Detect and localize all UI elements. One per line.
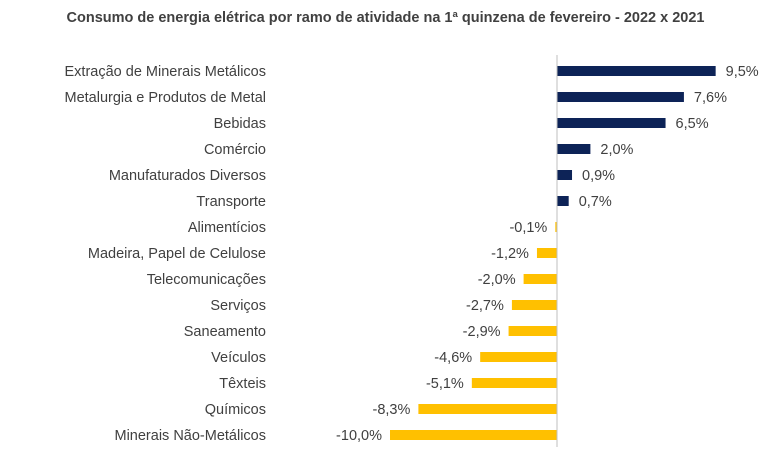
- category-label: Metalurgia e Produtos de Metal: [65, 90, 267, 106]
- value-label: -10,0%: [336, 428, 382, 444]
- category-label: Químicos: [205, 402, 266, 418]
- value-label: 0,7%: [579, 194, 612, 210]
- bar: [508, 326, 557, 336]
- value-label: 9,5%: [726, 64, 759, 80]
- category-label: Extração de Minerais Metálicos: [65, 64, 266, 80]
- category-label: Telecomunicações: [147, 272, 266, 288]
- value-label: -2,0%: [478, 272, 516, 288]
- bar: [557, 92, 684, 102]
- bar: [480, 352, 557, 362]
- category-label: Alimentícios: [188, 220, 266, 236]
- value-label: -8,3%: [372, 402, 410, 418]
- category-label: Madeira, Papel de Celulose: [88, 246, 266, 262]
- category-label: Transporte: [196, 194, 266, 210]
- bar: [536, 248, 557, 258]
- value-label: 7,6%: [694, 90, 727, 106]
- bars-layer: Extração de Minerais Metálicos 9,5% Metalu…: [65, 64, 759, 444]
- value-label: 0,9%: [582, 168, 615, 184]
- category-label: Minerais Não-Metálicos: [115, 428, 267, 444]
- chart-title: Consumo de energia elétrica por ramo de …: [66, 10, 705, 26]
- bar: [418, 404, 557, 414]
- bar: [523, 274, 557, 284]
- category-label: Manufaturados Diversos: [109, 168, 266, 184]
- bar: [555, 222, 557, 232]
- value-label: -2,9%: [463, 324, 501, 340]
- category-label: Comércio: [204, 142, 266, 158]
- category-label: Bebidas: [214, 116, 266, 132]
- value-label: 2,0%: [600, 142, 633, 158]
- bar: [511, 300, 557, 310]
- bar: [471, 378, 557, 388]
- category-label: Têxteis: [219, 376, 266, 392]
- bar: [557, 144, 591, 154]
- value-label: -0,1%: [509, 220, 547, 236]
- bar: [557, 118, 666, 128]
- value-label: -4,6%: [434, 350, 472, 366]
- category-label: Serviços: [210, 298, 266, 314]
- bar: [557, 66, 716, 76]
- bar: [390, 430, 557, 440]
- value-label: -1,2%: [491, 246, 529, 262]
- value-label: -2,7%: [466, 298, 504, 314]
- value-label: -5,1%: [426, 376, 464, 392]
- category-label: Veículos: [211, 350, 266, 366]
- value-label: 6,5%: [676, 116, 709, 132]
- bar: [557, 170, 573, 180]
- category-label: Saneamento: [184, 324, 266, 340]
- bar: [557, 196, 569, 206]
